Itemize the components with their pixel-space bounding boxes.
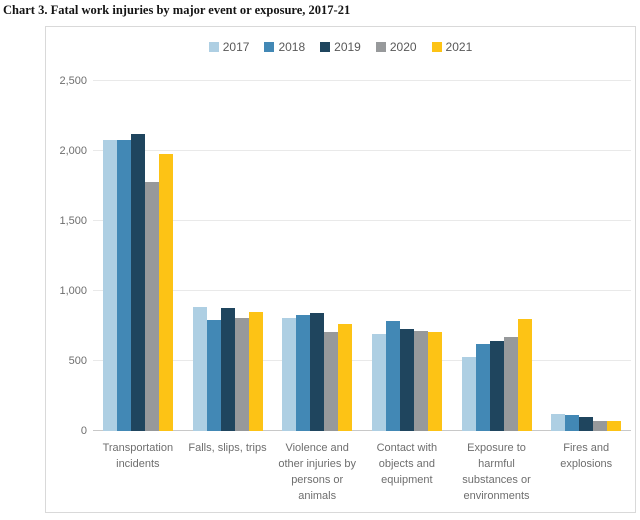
legend-swatch — [208, 42, 219, 52]
bar-2021 — [427, 332, 442, 431]
bar-2017 — [102, 140, 117, 431]
bar-2017 — [192, 307, 207, 431]
bar-group — [362, 81, 452, 431]
legend-item: 2020 — [375, 40, 417, 54]
legend-swatch — [431, 42, 442, 52]
chart-title: Chart 3. Fatal work injuries by major ev… — [3, 3, 351, 17]
bar-2017 — [461, 357, 476, 431]
gridline — [93, 220, 631, 221]
x-axis-line — [93, 430, 631, 431]
y-axis-labels: 0 500 1,000 1,500 2,000 2,500 — [46, 75, 87, 437]
y-tick-label: 1,000 — [59, 285, 87, 297]
bar-2020 — [413, 331, 428, 431]
y-tick-label: 1,500 — [59, 215, 87, 227]
bar-2021 — [607, 421, 622, 431]
bar-2019 — [220, 308, 235, 431]
y-tick-label: 500 — [68, 355, 87, 367]
bar-2019 — [579, 417, 594, 431]
legend-item: 2018 — [264, 40, 305, 54]
category-label: Contact with objects and equipment — [376, 442, 438, 486]
bar-group — [272, 81, 362, 431]
legend: 2017 2018 2019 2020 2021 — [46, 40, 635, 54]
legend-label: 2017 — [222, 40, 250, 54]
gridline — [93, 290, 631, 291]
bar-2020 — [593, 421, 608, 431]
legend-swatch — [264, 42, 275, 52]
plot-area — [93, 80, 631, 431]
bar-2020 — [324, 332, 339, 431]
gridline — [93, 80, 631, 81]
legend-label: 2019 — [334, 40, 361, 54]
bar-2018 — [116, 140, 131, 431]
bar-group — [452, 81, 542, 431]
bar-2019 — [130, 134, 145, 431]
bar-2021 — [158, 154, 173, 431]
bar-2017 — [282, 318, 297, 431]
bar-2019 — [310, 313, 325, 431]
category-label: Falls, slips, trips — [188, 442, 267, 454]
y-tick-label: 2,500 — [59, 75, 87, 87]
bar-2020 — [234, 318, 249, 431]
bar-2019 — [399, 329, 414, 431]
y-tick-label: 2,000 — [59, 145, 87, 157]
bar-2018 — [296, 315, 311, 431]
legend-item: 2021 — [431, 40, 473, 54]
category-label: Exposure to harmful substances or enviro… — [462, 442, 531, 502]
bar-group — [183, 81, 273, 431]
x-axis-labels: Transportation incidents Falls, slips, tr… — [93, 441, 631, 505]
category-label: Violence and other injuries by persons o… — [278, 442, 356, 502]
bar-group — [541, 81, 631, 431]
bar-2020 — [144, 182, 159, 431]
bar-groups — [93, 81, 631, 431]
bar-2018 — [385, 321, 400, 431]
legend-item: 2019 — [320, 40, 361, 54]
bar-2020 — [503, 337, 518, 431]
category-label: Transportation incidents — [102, 442, 174, 470]
category-label: Fires and explosions — [560, 442, 613, 470]
bar-2017 — [371, 334, 386, 431]
bar-2018 — [206, 320, 221, 431]
legend-label: 2020 — [389, 40, 417, 54]
bar-2018 — [475, 344, 490, 431]
bar-2018 — [565, 415, 580, 431]
legend-item: 2017 — [208, 40, 250, 54]
bar-2021 — [248, 312, 263, 431]
bar-2017 — [551, 414, 566, 431]
gridline — [93, 150, 631, 151]
legend-label: 2021 — [445, 40, 473, 54]
bar-2021 — [517, 319, 532, 431]
legend-label: 2018 — [278, 40, 306, 54]
gridline — [93, 360, 631, 361]
chart-frame: 2017 2018 2019 2020 2021 0 500 1,000 1,500 2,000… — [45, 26, 636, 513]
y-tick-label: 0 — [80, 425, 87, 437]
legend-swatch — [320, 42, 331, 52]
bar-group — [93, 81, 183, 431]
bar-2019 — [489, 341, 504, 431]
bar-2021 — [338, 324, 353, 431]
legend-swatch — [375, 42, 386, 52]
